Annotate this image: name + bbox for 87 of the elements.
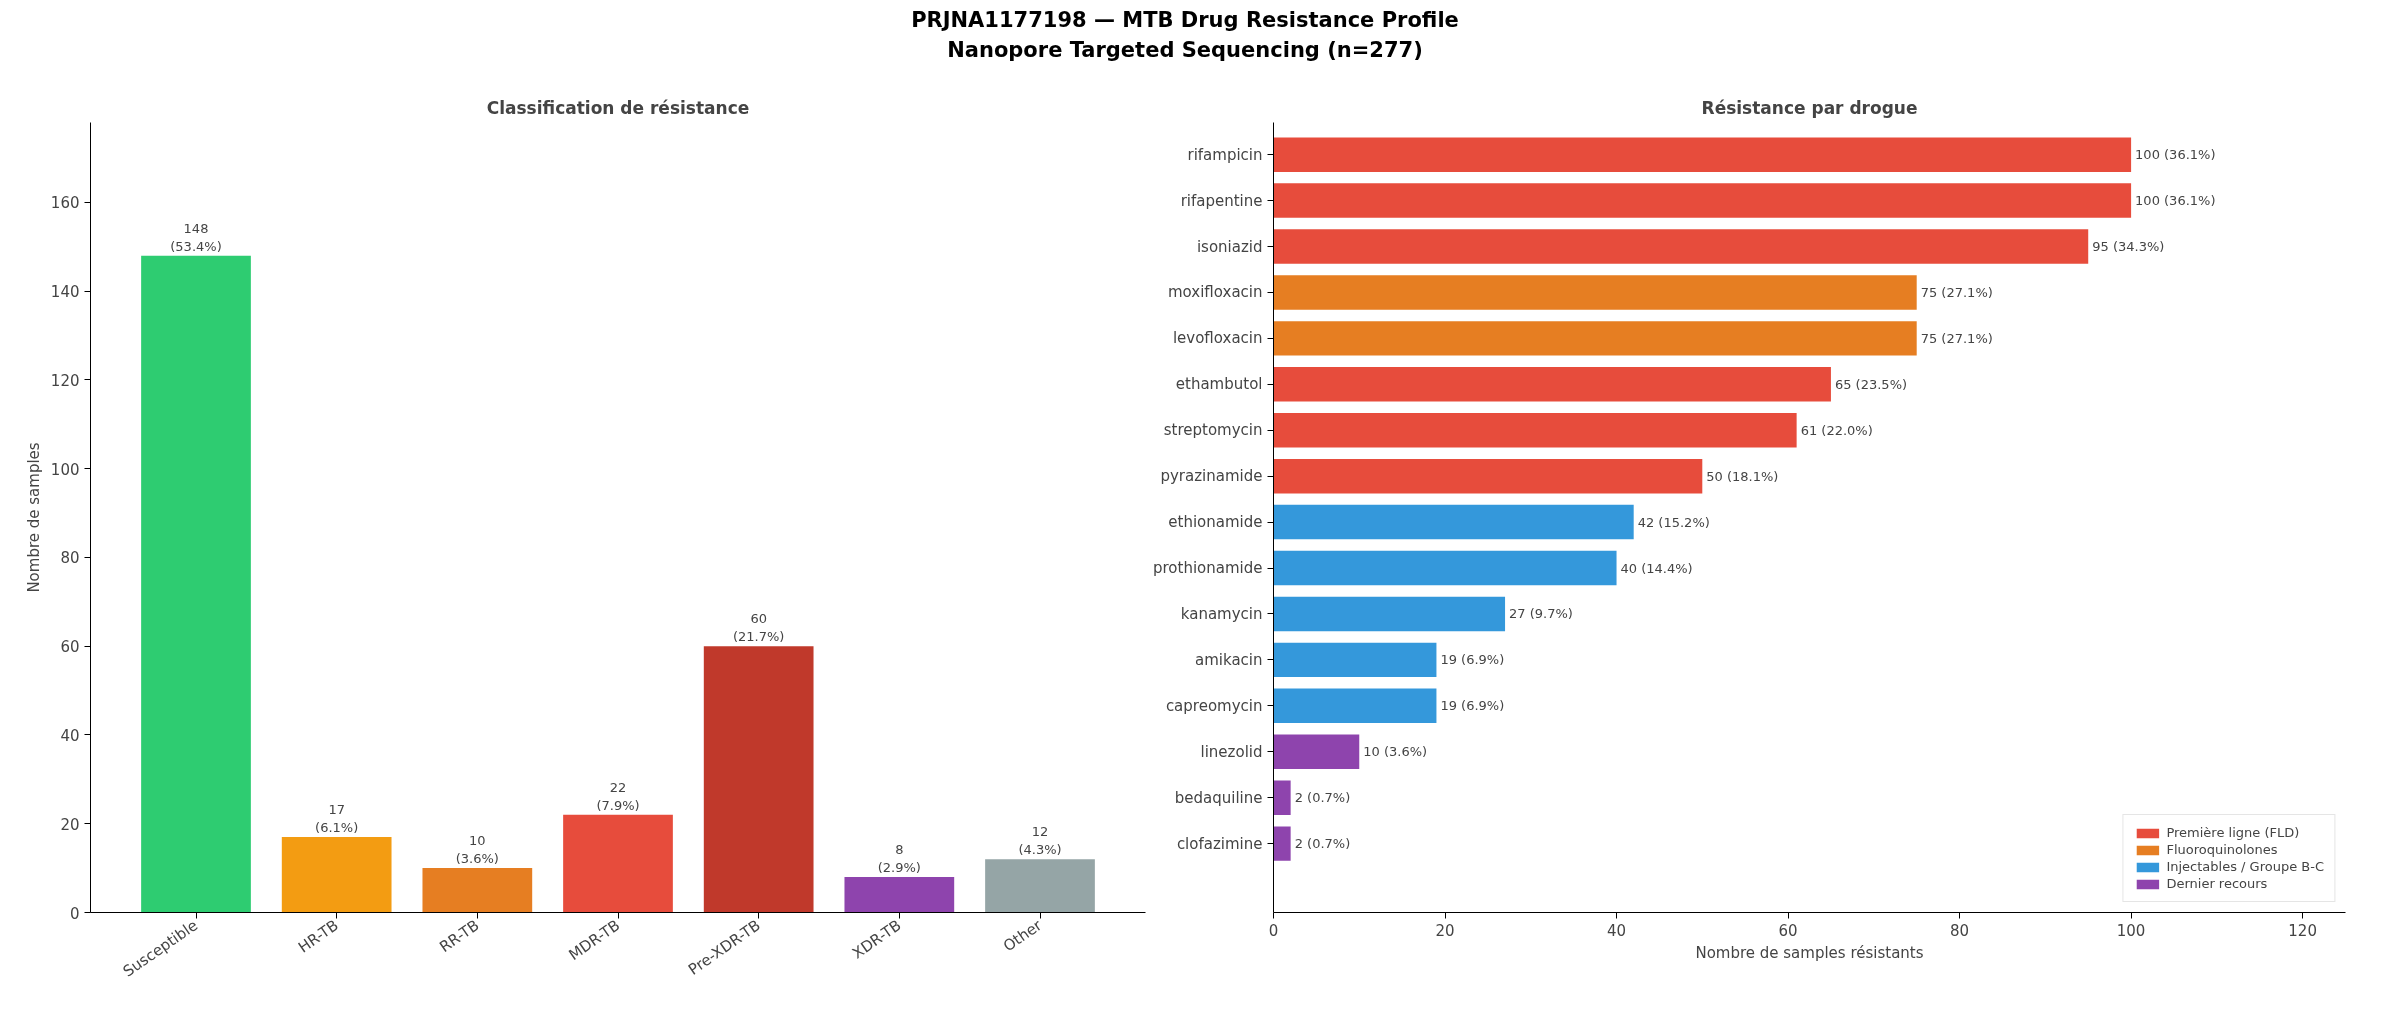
- data-label: 100 (36.1%): [2135, 193, 2216, 209]
- y-tick-label: clofazimine: [1176, 834, 1263, 853]
- bar: [422, 868, 533, 913]
- y-tick-label: ethionamide: [1168, 513, 1263, 532]
- y-tick-label: levofloxacin: [1172, 329, 1263, 348]
- bar: [281, 837, 392, 913]
- x-tick-label: 120: [2288, 921, 2317, 940]
- bar: [985, 859, 1095, 913]
- bar: [141, 255, 251, 913]
- y-tick-label: moxifloxacin: [1167, 283, 1263, 302]
- data-label: 2 (0.7%): [1294, 790, 1351, 806]
- bar: [1273, 275, 1917, 310]
- y-tick-label: rifapentine: [1180, 191, 1263, 210]
- data-label: 75 (27.1%): [1920, 284, 1993, 300]
- legend-label: Fluoroquinolones: [2166, 842, 2278, 857]
- chart-title: Classification de résistance: [486, 97, 750, 118]
- bar: [1273, 413, 1797, 448]
- bar: [1273, 688, 1437, 724]
- y-tick-label: 40: [60, 726, 80, 745]
- legend-label: Injectables / Groupe B-C: [2166, 859, 2324, 874]
- bar: [1273, 367, 1831, 402]
- data-label: 75 (27.1%): [1920, 330, 1993, 346]
- bar: [1273, 183, 2132, 218]
- bar: [1273, 504, 1634, 540]
- bar: [1273, 734, 1360, 769]
- y-tick-label: 20: [60, 815, 80, 834]
- y-tick-label: ethambutol: [1175, 375, 1263, 394]
- data-label: 8 (2.9%): [877, 841, 921, 875]
- data-label: 12 (4.3%): [1018, 824, 1062, 858]
- y-tick-label: 140: [50, 283, 80, 302]
- data-label: 42 (15.2%): [1637, 514, 1710, 530]
- y-tick-label: pyrazinamide: [1160, 467, 1263, 486]
- data-label: 22 (7.9%): [596, 779, 640, 813]
- x-tick-label: 60: [1778, 921, 1798, 940]
- y-tick-label: kanamycin: [1180, 604, 1263, 623]
- bar: [1273, 826, 1291, 861]
- y-tick-label: rifampicin: [1187, 145, 1263, 164]
- data-label: 10 (3.6%): [1363, 744, 1428, 760]
- x-axis-title: Nombre de samples résistants: [1695, 943, 1924, 962]
- text: PRJNA1177198 — MTB Drug Resistance Profile Nanopore Targeted Sequencing (n=277): [910, 7, 1460, 64]
- data-label: 17 (6.1%): [315, 802, 359, 836]
- y-tick-label: prothionamide: [1153, 559, 1263, 578]
- y-axis-title: Nombre de samples: [24, 442, 43, 593]
- data-label: 40 (14.4%): [1620, 560, 1693, 576]
- bar: [1273, 780, 1291, 815]
- chart-title: Résistance par drogue: [1701, 97, 1918, 118]
- data-label: 65 (23.5%): [1834, 376, 1908, 392]
- data-label: 60 (21.7%): [732, 611, 785, 645]
- bar: [1273, 458, 1703, 494]
- y-tick-label: 120: [50, 371, 80, 390]
- y-tick-label: capreomycin: [1165, 696, 1263, 715]
- bar: [1273, 642, 1437, 678]
- bar: [844, 876, 955, 913]
- y-tick-label: linezolid: [1200, 742, 1263, 761]
- data-label: 100 (36.1%): [2135, 147, 2216, 163]
- y-tick-label: 60: [60, 638, 80, 657]
- data-label: 2 (0.7%): [1294, 836, 1351, 852]
- y-tick-label: 160: [50, 194, 80, 213]
- bar: [1273, 550, 1617, 586]
- y-tick-label: bedaquiline: [1174, 788, 1263, 807]
- legend-label: Dernier recours: [2166, 876, 2268, 891]
- bar: [1273, 229, 2089, 264]
- data-label: 61 (22.0%): [1800, 422, 1873, 438]
- data-label: 27 (9.7%): [1509, 606, 1573, 622]
- bar: [1273, 137, 2132, 172]
- data-label: 50 (18.1%): [1706, 468, 1779, 484]
- y-tick-label: isoniazid: [1196, 237, 1263, 256]
- x-tick-label: 20: [1435, 921, 1455, 940]
- data-label: 148 (53.4%): [170, 220, 222, 254]
- bar: [563, 814, 673, 913]
- bar: [1273, 596, 1506, 632]
- legend-label: Première ligne (FLD): [2166, 825, 2300, 840]
- x-tick-label: 0: [1268, 921, 1279, 940]
- bar: [703, 646, 814, 913]
- y-tick-label: amikacin: [1194, 650, 1263, 669]
- y-tick-label: streptomycin: [1163, 421, 1263, 440]
- x-tick-label: 40: [1607, 921, 1627, 940]
- bar: [1273, 321, 1917, 356]
- y-tick-label: 100: [50, 460, 80, 479]
- data-label: 19 (6.9%): [1440, 652, 1505, 668]
- data-label: 95 (34.3%): [2092, 239, 2165, 255]
- x-tick-label: 80: [1950, 921, 1970, 940]
- data-label: 19 (6.9%): [1440, 698, 1505, 714]
- x-tick-label: 100: [2116, 921, 2146, 940]
- data-label: 10 (3.6%): [455, 833, 499, 867]
- y-tick-label: 80: [60, 549, 80, 568]
- y-tick-label: 0: [69, 904, 80, 923]
